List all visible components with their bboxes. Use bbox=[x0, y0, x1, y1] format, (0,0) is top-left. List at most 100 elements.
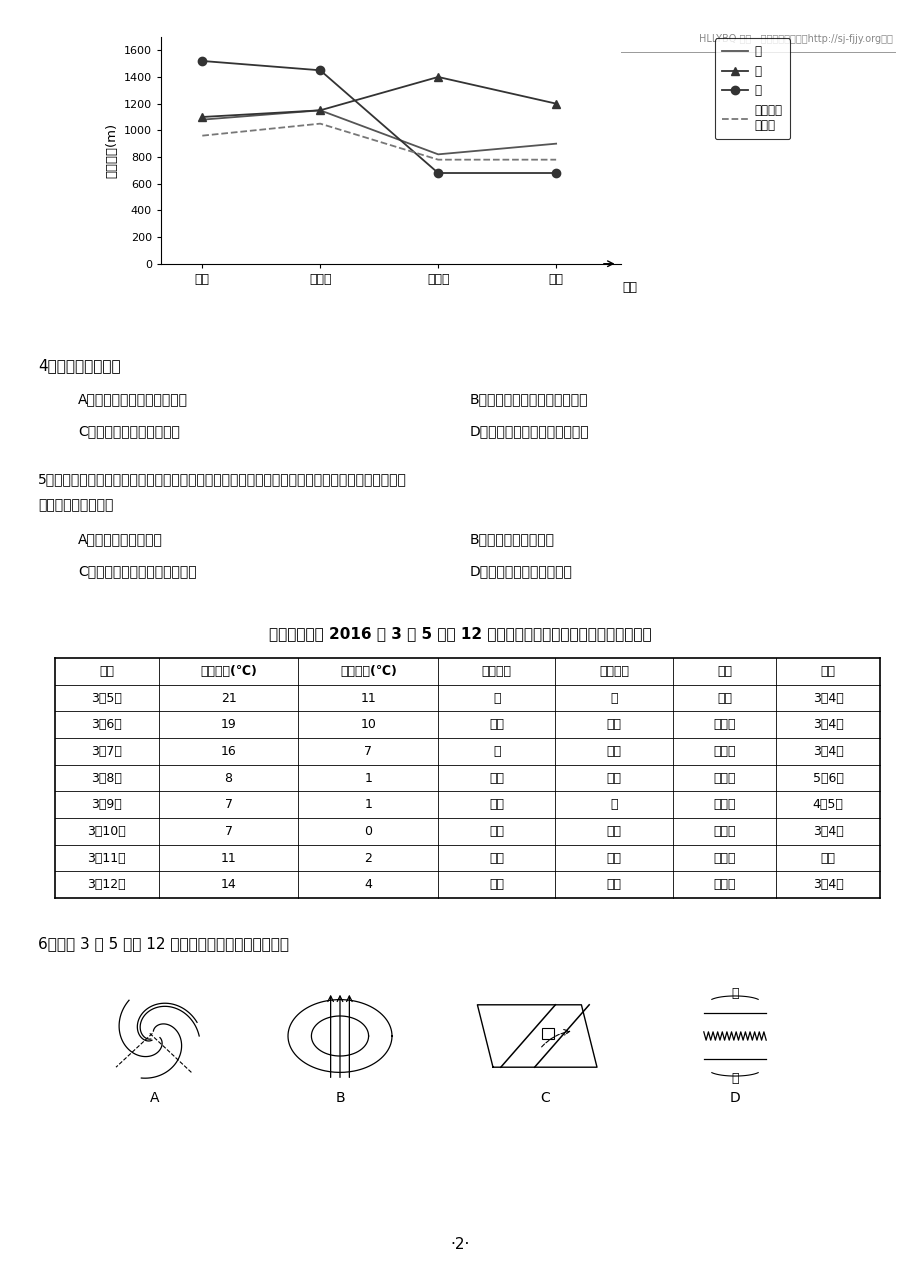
Text: 线较高的原因可能是: 线较高的原因可能是 bbox=[38, 498, 113, 512]
Text: 小雨: 小雨 bbox=[606, 878, 621, 892]
Text: B．北坡林线丙地高于广东均值: B．北坡林线丙地高于广东均值 bbox=[470, 392, 588, 406]
Text: 2: 2 bbox=[364, 851, 372, 865]
Text: 白天天气: 白天天气 bbox=[482, 665, 511, 678]
Text: 东北风: 东北风 bbox=[712, 772, 735, 785]
Text: 4～5级: 4～5级 bbox=[811, 799, 843, 812]
Text: 阴: 阴 bbox=[609, 692, 617, 705]
Text: D．经度数值小的阴坡林线最高: D．经度数值小的阴坡林线最高 bbox=[470, 424, 589, 438]
Text: 风力: 风力 bbox=[820, 665, 834, 678]
Text: 14: 14 bbox=[221, 878, 236, 892]
Text: 3月7日: 3月7日 bbox=[91, 745, 122, 758]
甲 bbox=[314, 103, 325, 118]
Text: 3～4级: 3～4级 bbox=[811, 824, 843, 838]
Text: 下表为南京市 2016 年 3 月 5 日至 12 日天气信息统计表。读表回答下列问题。: 下表为南京市 2016 年 3 月 5 日至 12 日天气信息统计表。读表回答下… bbox=[268, 626, 651, 641]
Text: 多云: 多云 bbox=[489, 799, 504, 812]
Text: 21: 21 bbox=[221, 692, 236, 705]
乙 bbox=[197, 110, 208, 125]
Text: 多云: 多云 bbox=[606, 824, 621, 838]
Text: 东北风: 东北风 bbox=[712, 719, 735, 731]
Text: 小雨: 小雨 bbox=[606, 745, 621, 758]
Text: 3月9日: 3月9日 bbox=[91, 799, 122, 812]
Text: 3～4级: 3～4级 bbox=[811, 878, 843, 892]
Text: B: B bbox=[335, 1091, 345, 1105]
广东省平
均林线 bbox=[314, 116, 325, 131]
乙 bbox=[432, 69, 443, 84]
Text: 6．引起 3 月 5 日至 12 日天气变化的天气系统可能是: 6．引起 3 月 5 日至 12 日天气变化的天气系统可能是 bbox=[38, 936, 289, 950]
Text: 3～4级: 3～4级 bbox=[811, 692, 843, 705]
Text: A．南坡林线，甲地高于乙地: A．南坡林线，甲地高于乙地 bbox=[78, 392, 187, 406]
Text: 西风: 西风 bbox=[716, 692, 732, 705]
Text: 风向: 风向 bbox=[716, 665, 732, 678]
Text: 5．乙山处在南岭山脉的南麓，冬季其阴坡为迎风坡而阳坡为背风坡。与其他山地相比，乙山阳坡林: 5．乙山处在南岭山脉的南麓，冬季其阴坡为迎风坡而阳坡为背风坡。与其他山地相比，乙… bbox=[38, 471, 406, 485]
Text: 7: 7 bbox=[224, 824, 233, 838]
Text: 多云: 多云 bbox=[606, 719, 621, 731]
Text: 1: 1 bbox=[364, 799, 372, 812]
Text: 高: 高 bbox=[731, 1073, 738, 1085]
Text: A．纬度低，气温较高: A．纬度低，气温较高 bbox=[78, 533, 163, 547]
Line: 乙: 乙 bbox=[198, 73, 560, 121]
Text: 高: 高 bbox=[731, 987, 738, 1000]
Text: 3月6日: 3月6日 bbox=[91, 719, 122, 731]
Text: 7: 7 bbox=[224, 799, 233, 812]
广东省平
均林线 bbox=[197, 127, 208, 143]
丙 bbox=[314, 62, 325, 78]
Text: 7: 7 bbox=[364, 745, 372, 758]
Y-axis label: 林线高度(m): 林线高度(m) bbox=[105, 122, 119, 178]
Text: 1: 1 bbox=[364, 772, 372, 785]
Text: 3月10日: 3月10日 bbox=[87, 824, 126, 838]
Text: 8: 8 bbox=[224, 772, 233, 785]
丙 bbox=[550, 166, 561, 181]
Text: 11: 11 bbox=[360, 692, 376, 705]
Text: 中雨: 中雨 bbox=[489, 772, 504, 785]
Bar bbox=[542, 1028, 553, 1038]
乙 bbox=[550, 96, 561, 111]
Text: B．风力弱、局地多雾: B．风力弱、局地多雾 bbox=[470, 533, 554, 547]
Text: 多云: 多云 bbox=[489, 851, 504, 865]
Text: 10: 10 bbox=[360, 719, 376, 731]
Text: D: D bbox=[729, 1091, 740, 1105]
Text: 西南风: 西南风 bbox=[712, 851, 735, 865]
Text: 多云: 多云 bbox=[489, 878, 504, 892]
Text: 东北风: 东北风 bbox=[712, 799, 735, 812]
Text: 东南风: 东南风 bbox=[712, 745, 735, 758]
甲 bbox=[432, 147, 443, 162]
Text: 11: 11 bbox=[221, 851, 236, 865]
Text: HLLYBQ 整理   供「高中试卷网（http://sj-fjjy.org）」: HLLYBQ 整理 供「高中试卷网（http://sj-fjjy.org）」 bbox=[698, 34, 892, 45]
Text: 19: 19 bbox=[221, 719, 236, 731]
Text: 小雨: 小雨 bbox=[606, 772, 621, 785]
Text: 东南风: 东南风 bbox=[712, 878, 735, 892]
Text: 坡向: 坡向 bbox=[621, 280, 637, 293]
Text: 多云: 多云 bbox=[489, 719, 504, 731]
广东省平
均林线 bbox=[550, 152, 561, 167]
Text: A: A bbox=[150, 1091, 160, 1105]
Line: 甲: 甲 bbox=[202, 111, 555, 154]
Text: 16: 16 bbox=[221, 745, 236, 758]
Text: ·2·: ·2· bbox=[449, 1237, 470, 1252]
Text: 4: 4 bbox=[364, 878, 372, 892]
乙 bbox=[314, 103, 325, 118]
Legend: 甲, 乙, 丙, 广东省平
均林线: 甲, 乙, 丙, 广东省平 均林线 bbox=[714, 38, 789, 139]
Text: 阴: 阴 bbox=[609, 799, 617, 812]
Text: C．纬度高的阳坡林线较高: C．纬度高的阳坡林线较高 bbox=[78, 424, 180, 438]
Text: D．光照强对植被生长不利: D．光照强对植被生长不利 bbox=[470, 564, 573, 578]
Line: 丙: 丙 bbox=[198, 57, 560, 177]
Text: 3～4级: 3～4级 bbox=[811, 745, 843, 758]
甲 bbox=[550, 136, 561, 152]
Text: 3月12日: 3月12日 bbox=[87, 878, 126, 892]
Text: 最高气温(℃): 最高气温(℃) bbox=[200, 665, 256, 678]
Line: 广东省平
均林线: 广东省平 均林线 bbox=[202, 124, 555, 159]
Text: 最低气温(℃): 最低气温(℃) bbox=[339, 665, 396, 678]
Text: 4．由图可以推测出: 4．由图可以推测出 bbox=[38, 358, 120, 373]
Text: 阴: 阴 bbox=[493, 745, 500, 758]
Text: 东北风: 东北风 bbox=[712, 824, 735, 838]
丙 bbox=[197, 54, 208, 69]
Text: C．暖湿的西北风带来丰富降水: C．暖湿的西北风带来丰富降水 bbox=[78, 564, 197, 578]
广东省平
均林线 bbox=[432, 152, 443, 167]
Text: 0: 0 bbox=[364, 824, 372, 838]
甲 bbox=[197, 112, 208, 127]
Text: 多云: 多云 bbox=[489, 824, 504, 838]
Text: 日期: 日期 bbox=[99, 665, 114, 678]
Text: C: C bbox=[539, 1091, 550, 1105]
Text: 微风: 微风 bbox=[820, 851, 834, 865]
Text: 阴: 阴 bbox=[493, 692, 500, 705]
